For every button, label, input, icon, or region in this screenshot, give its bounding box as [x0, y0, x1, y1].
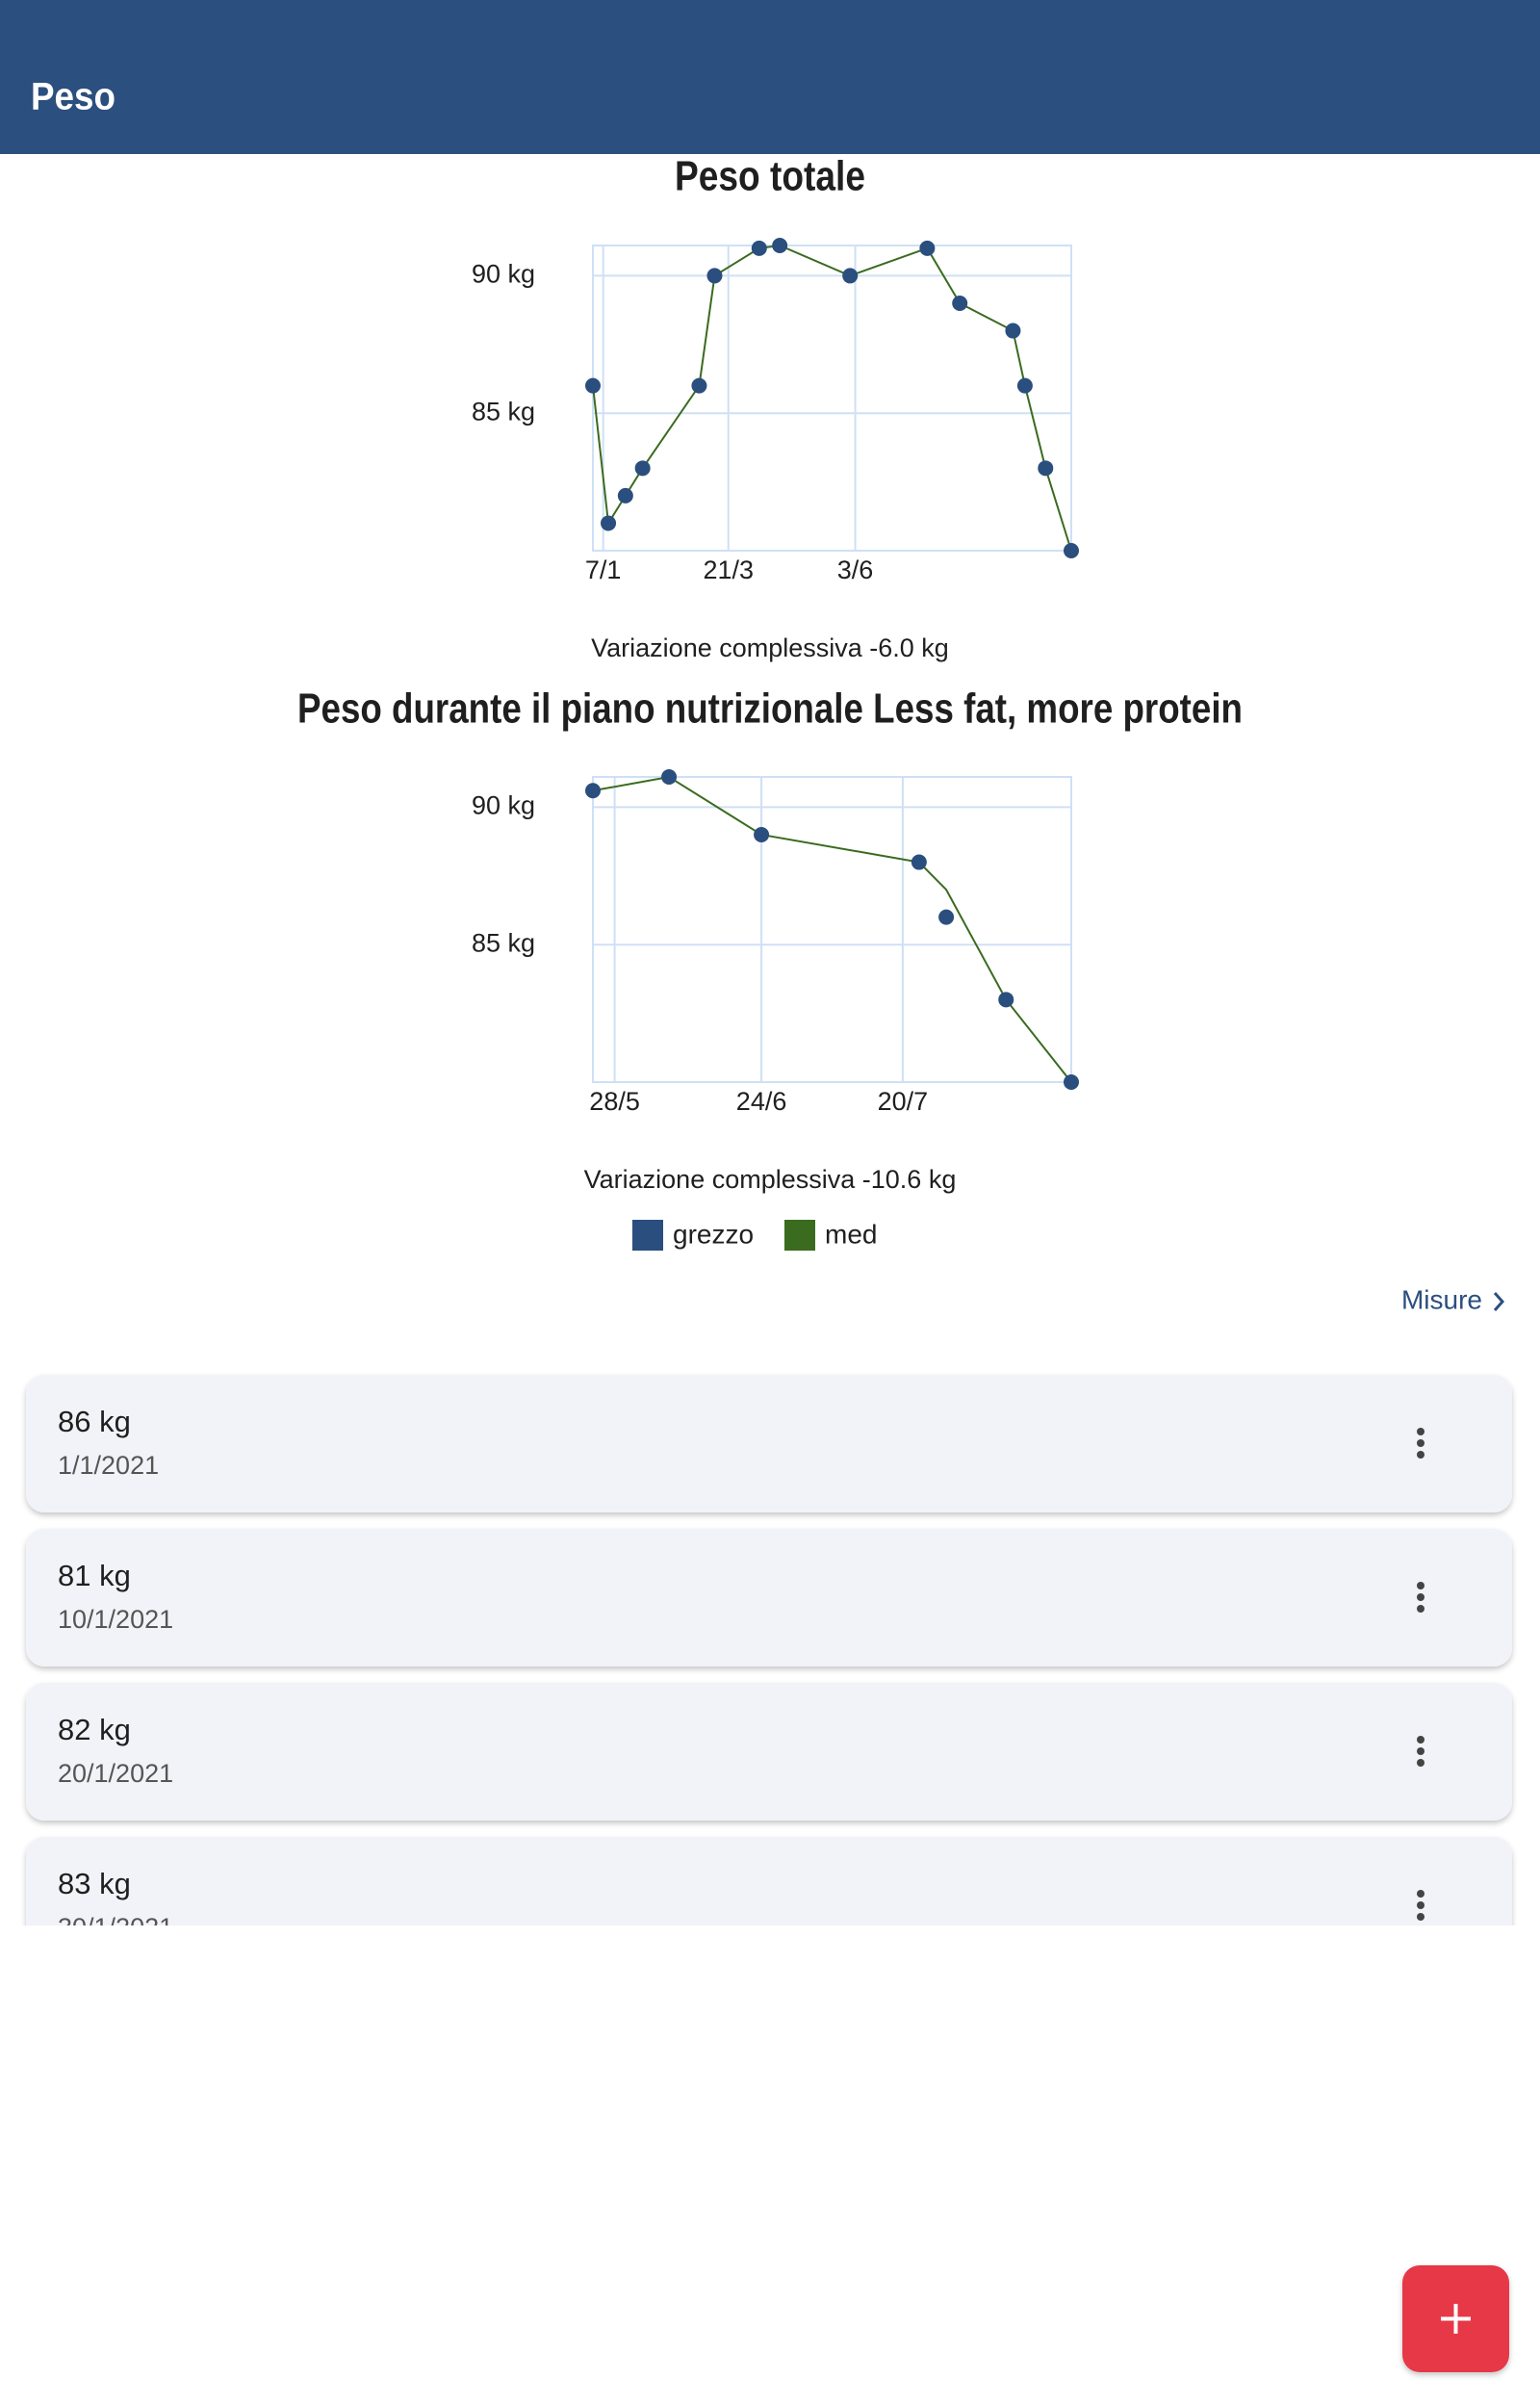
menu-button[interactable] — [1417, 1582, 1424, 1613]
menu-dot — [1417, 1605, 1424, 1613]
menu-button[interactable] — [1417, 1890, 1424, 1921]
fab[interactable] — [1402, 2265, 1509, 2372]
entry-value: 83 kg — [58, 1867, 131, 1900]
card-bg[interactable] — [26, 1375, 1512, 1512]
legend-swatch — [632, 1220, 663, 1251]
point — [585, 377, 601, 394]
point — [842, 268, 859, 284]
menu-button[interactable] — [1417, 1428, 1424, 1459]
point — [938, 909, 955, 925]
entry-card[interactable]: 86 kg 1/1/2021 — [26, 1375, 1512, 1512]
entry-date: 20/1/2021 — [58, 1759, 173, 1788]
card-bg[interactable] — [26, 1529, 1512, 1667]
chart-title: Peso durante il piano nutrizionale Less … — [297, 685, 1243, 733]
x-tick-label: 20/7 — [878, 1087, 929, 1116]
point — [601, 515, 617, 531]
entry-list: 86 kg 1/1/2021 81 kg 10/1/2021 82 kg 20/1/202… — [26, 1375, 1512, 1975]
menu-dot — [1417, 1439, 1424, 1447]
app-bar — [0, 0, 1540, 154]
point — [754, 826, 770, 842]
menu-dot — [1417, 1890, 1424, 1898]
plot-frame — [592, 776, 1072, 1083]
chart-note: Variazione complessiva -10.6 kg — [584, 1165, 957, 1194]
point — [911, 854, 927, 870]
legend-label: grezzo — [673, 1219, 754, 1249]
legend-label: med — [825, 1219, 877, 1249]
point — [1005, 323, 1021, 339]
menu-dot — [1417, 1747, 1424, 1755]
point — [1038, 460, 1054, 477]
menu-dot — [1417, 1736, 1424, 1744]
point — [1064, 543, 1079, 558]
menu-dot — [1417, 1913, 1424, 1921]
entry-card[interactable]: 83 kg 30/1/2021 — [26, 1837, 1512, 1975]
point — [772, 238, 788, 253]
menu-dot — [1417, 1901, 1424, 1909]
x-tick-label: 28/5 — [589, 1087, 640, 1116]
point — [952, 295, 968, 311]
entry-value: 81 kg — [58, 1559, 131, 1592]
x-tick-label: 7/1 — [585, 556, 622, 584]
card-bg[interactable] — [26, 1837, 1512, 1975]
point — [585, 783, 601, 799]
link-text[interactable]: Misure — [1401, 1284, 1482, 1314]
point — [691, 377, 707, 394]
point — [634, 460, 651, 477]
entry-date: 1/1/2021 — [58, 1451, 159, 1480]
menu-button[interactable] — [1417, 1736, 1424, 1767]
point — [998, 992, 1014, 1008]
point — [661, 769, 678, 785]
entry-date: 10/1/2021 — [58, 1605, 173, 1634]
line — [592, 775, 1072, 1083]
menu-dot — [1417, 1593, 1424, 1601]
point — [706, 268, 723, 284]
chart-note: Variazione complessiva -6.0 kg — [591, 633, 949, 662]
entry-card[interactable]: 81 kg 10/1/2021 — [26, 1529, 1512, 1667]
y-tick-label: 85 kg — [472, 928, 535, 957]
point — [1064, 1074, 1079, 1090]
entry-card[interactable]: 82 kg 20/1/2021 — [26, 1683, 1512, 1821]
fab-icon — [1441, 2304, 1471, 2334]
menu-dot — [1417, 1582, 1424, 1589]
app-title: Peso — [31, 76, 116, 118]
menu-dot — [1417, 1428, 1424, 1435]
charts: Peso totale 85 kg 90 kg 7/1 21/3 3/6 Variazion… — [297, 153, 1243, 1251]
x-tick-label: 24/6 — [736, 1087, 787, 1116]
chevron — [1493, 1292, 1505, 1311]
entry-value: 86 kg — [58, 1405, 131, 1438]
x-tick-label: 21/3 — [703, 556, 754, 584]
point — [617, 487, 633, 504]
card-bg[interactable] — [26, 1683, 1512, 1821]
chart-title: Peso totale — [675, 153, 865, 200]
y-tick-label: 85 kg — [472, 397, 535, 426]
x-tick-label: 3/6 — [837, 556, 874, 584]
line — [592, 244, 1072, 552]
menu-dot — [1417, 1759, 1424, 1767]
y-tick-label: 90 kg — [472, 260, 535, 289]
entry-value: 82 kg — [58, 1713, 131, 1746]
point — [1016, 377, 1033, 394]
y-tick-label: 90 kg — [472, 791, 535, 820]
entry-date: 30/1/2021 — [58, 1913, 173, 1942]
misure-link[interactable]: Misure — [1401, 1284, 1505, 1314]
menu-dot — [1417, 1451, 1424, 1459]
point — [751, 240, 767, 256]
point — [919, 240, 936, 256]
plot-frame — [592, 245, 1072, 552]
legend-swatch — [784, 1220, 815, 1251]
